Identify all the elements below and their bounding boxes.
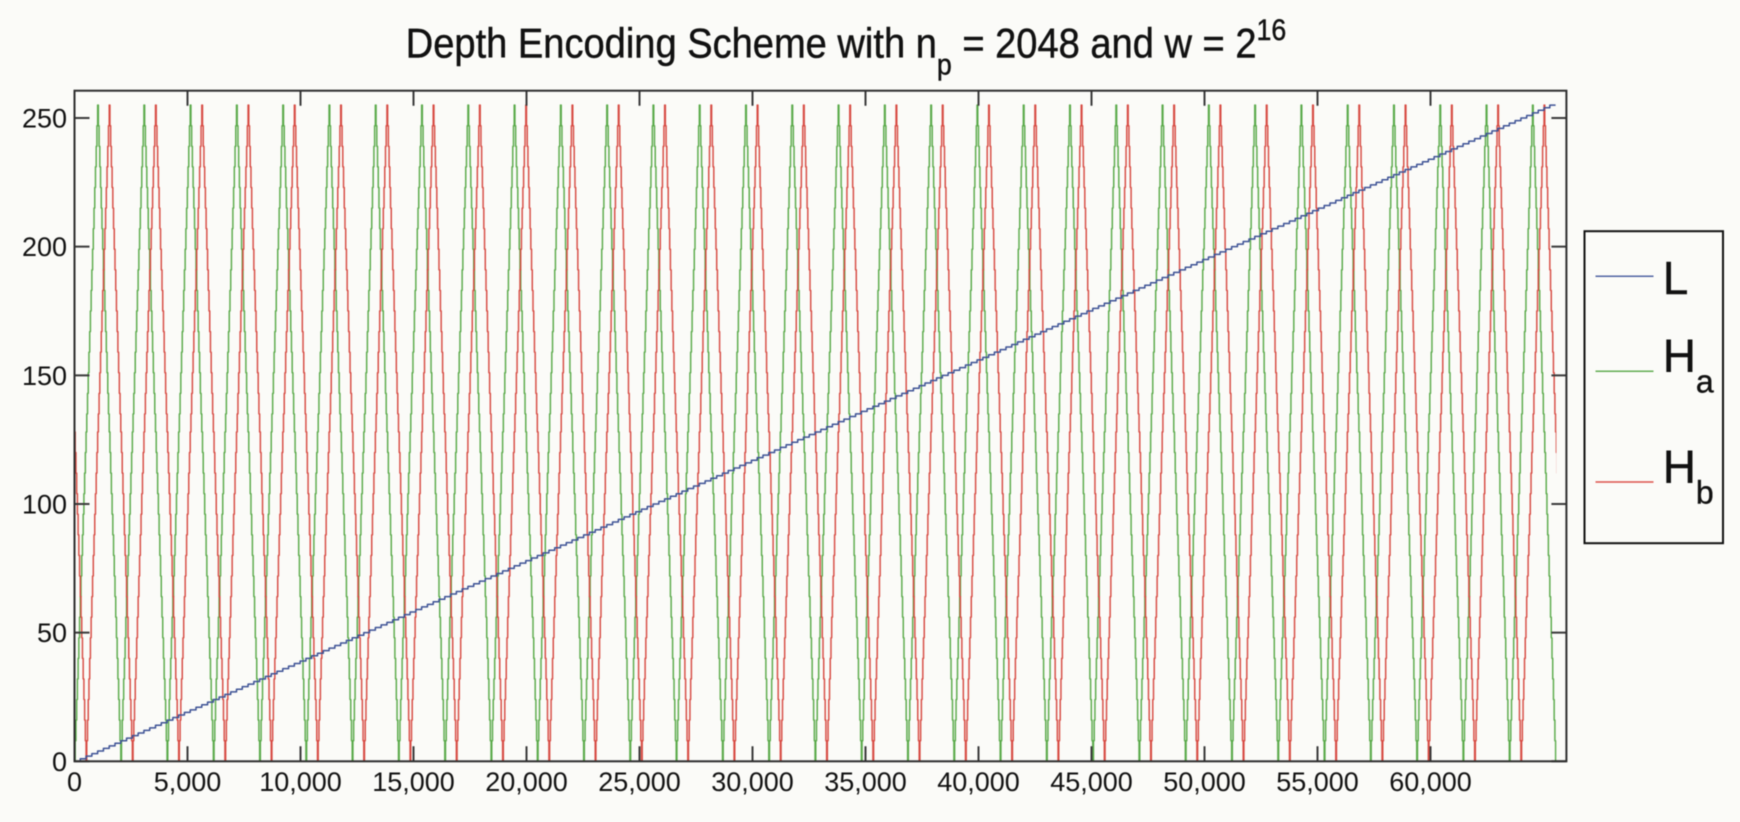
svg-text:30,000: 30,000: [711, 767, 794, 797]
svg-text:50,000: 50,000: [1163, 767, 1246, 797]
svg-text:100: 100: [22, 489, 67, 519]
svg-text:35,000: 35,000: [824, 767, 907, 797]
svg-text:150: 150: [22, 361, 67, 391]
svg-text:55,000: 55,000: [1276, 767, 1359, 797]
svg-text:L: L: [1663, 252, 1689, 304]
svg-text:25,000: 25,000: [598, 767, 681, 797]
svg-text:15,000: 15,000: [372, 767, 455, 797]
svg-text:45,000: 45,000: [1050, 767, 1133, 797]
svg-text:0: 0: [52, 747, 67, 777]
svg-text:20,000: 20,000: [485, 767, 568, 797]
svg-text:200: 200: [22, 232, 67, 262]
svg-text:250: 250: [22, 104, 67, 134]
svg-text:10,000: 10,000: [259, 767, 342, 797]
svg-text:5,000: 5,000: [154, 767, 222, 797]
svg-text:0: 0: [67, 767, 82, 797]
svg-text:40,000: 40,000: [937, 767, 1020, 797]
svg-text:60,000: 60,000: [1389, 767, 1472, 797]
svg-text:50: 50: [37, 618, 67, 648]
